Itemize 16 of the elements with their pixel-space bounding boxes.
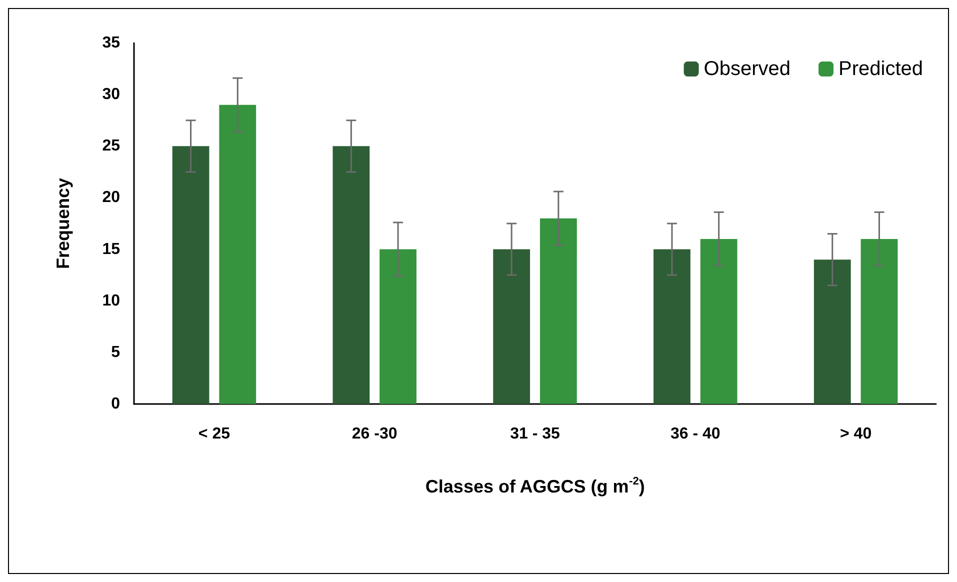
y-tick-label: 30: [102, 86, 120, 104]
x-tick-label: < 25: [198, 426, 230, 442]
y-axis-title: Frequency: [53, 178, 73, 270]
legend-label: Observed: [704, 58, 791, 80]
x-tick-label: > 40: [840, 426, 872, 442]
y-tick-label: 25: [102, 138, 120, 155]
y-tick-label: 0: [111, 396, 120, 412]
x-tick-label: 26 -30: [352, 426, 398, 442]
x-tick-label: 36 - 40: [670, 426, 720, 442]
legend-label: Predicted: [838, 58, 924, 80]
y-tick-label: 15: [102, 240, 120, 258]
x-tick-label: 31 - 35: [510, 426, 560, 442]
y-tick-label: 10: [102, 292, 120, 310]
y-tick-label: 20: [102, 189, 120, 206]
y-tick-label: 5: [111, 344, 120, 361]
y-tick-label: 35: [102, 34, 120, 52]
